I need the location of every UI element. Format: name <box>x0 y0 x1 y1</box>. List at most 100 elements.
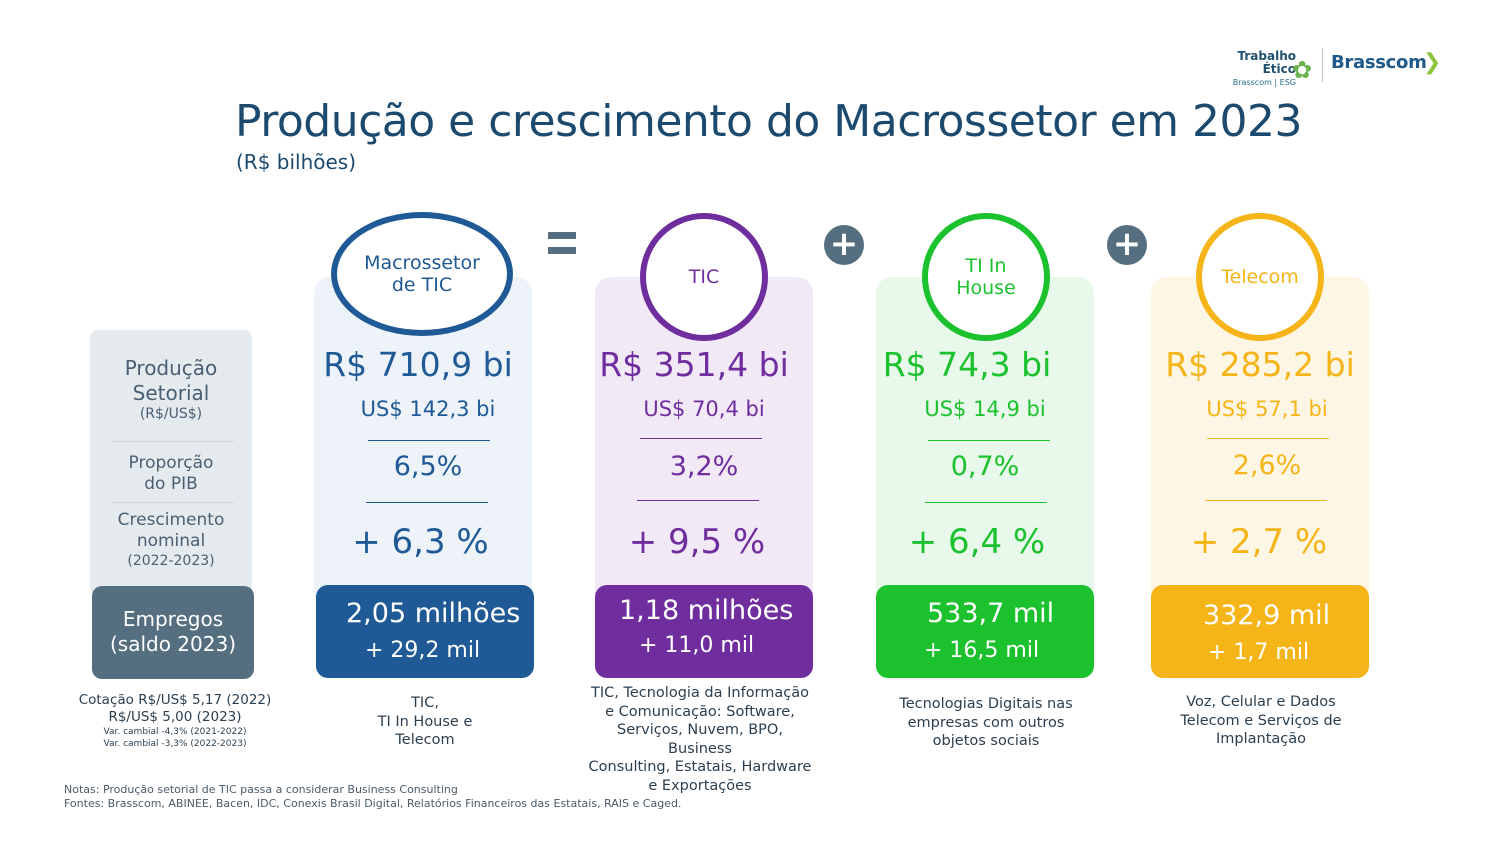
description-line: TIC, Tecnologia da Informação <box>590 685 810 701</box>
equals-icon <box>548 230 576 256</box>
label-crescimento: Crescimento nominal (2022-2023) <box>90 510 252 571</box>
divider <box>1207 438 1329 439</box>
pib-share-value: 6,5% <box>393 451 463 482</box>
page-subtitle: (R$ bilhões) <box>236 150 357 174</box>
brl-value: R$ 351,4 bi <box>599 345 789 384</box>
pib-share-value: 2,6% <box>1232 450 1302 481</box>
label-crescimento-line1: Crescimento <box>117 510 225 530</box>
logo-text-line2: Ético <box>1262 62 1296 76</box>
label-empregos-line2: (saldo 2023) <box>109 632 237 656</box>
pib-share-value: 3,2% <box>669 451 739 482</box>
circle-ti-in-house: TI In House <box>922 213 1050 341</box>
equals-bar-top <box>548 232 576 239</box>
description-line: empresas com outros <box>907 714 1065 731</box>
description-line: Voz, Celular e Dados <box>1186 694 1336 710</box>
description-line: e Exportações <box>648 777 752 794</box>
growth-value: + 9,5 % <box>628 522 766 562</box>
label-divider <box>112 441 234 442</box>
growth-value: + 6,4 % <box>908 522 1046 562</box>
employment-box: 533,7 mil + 16,5 mil <box>876 585 1094 678</box>
circle-tic: TIC <box>640 213 768 341</box>
employment-box: 332,9 mil + 1,7 mil <box>1151 585 1369 678</box>
label-proporcao-line1: Proporção <box>128 453 214 473</box>
usd-value: US$ 142,3 bi <box>360 397 496 421</box>
column-name-line1: Telecom <box>1221 266 1299 288</box>
divider <box>637 500 759 501</box>
trabalho-etico-logo: Trabalho Ético Brasscom | ESG <box>1224 50 1296 89</box>
label-producao-line1: Produção <box>124 356 218 380</box>
divider <box>366 502 488 503</box>
usd-value: US$ 57,1 bi <box>1206 397 1328 421</box>
employment-box: 2,05 milhões + 29,2 mil <box>316 585 534 678</box>
growth-value: + 6,3 % <box>352 522 489 562</box>
notes-line: Notas: Produção setorial de TIC passa a … <box>64 783 458 796</box>
brl-value: R$ 74,3 bi <box>882 345 1052 384</box>
label-producao-line2: Setorial <box>132 381 210 405</box>
logo-text-line3: Brasscom | ESG <box>1232 78 1296 87</box>
row-labels-panel <box>90 330 252 595</box>
label-producao-setorial: Produção Setorial (R$/US$) <box>90 356 252 422</box>
label-proporcao-pib: Proporção do PIB <box>90 453 252 495</box>
plus-icon: + <box>824 225 864 265</box>
label-crescimento-line2: nominal <box>136 531 206 551</box>
footnotes: Notas: Produção setorial de TIC passa a … <box>64 783 681 811</box>
label-proporcao-line2: do PIB <box>144 474 198 494</box>
description-line: Consulting, Estatais, Hardware <box>588 759 812 775</box>
usd-value: US$ 70,4 bi <box>643 397 765 421</box>
exchange-rate-note: Cotação R$/US$ 5,17 (2022) R$/US$ 5,00 (… <box>70 692 280 750</box>
column-description: TIC, Tecnologia da Informação e Comunica… <box>585 684 815 795</box>
column-name-line1: TI In <box>965 255 1007 277</box>
label-empregos: Empregos (saldo 2023) <box>92 586 254 679</box>
column-description: TIC, TI In House e Telecom <box>310 694 540 750</box>
description-line: Telecom e Serviços de <box>1180 712 1342 729</box>
page-title: Produção e crescimento do Macrossetor em… <box>235 96 1303 147</box>
divider <box>928 440 1050 441</box>
logo-divider <box>1322 48 1323 82</box>
description-line: Telecom <box>395 732 455 748</box>
divider <box>368 440 490 441</box>
employment-delta: + 16,5 mil <box>924 638 1040 663</box>
brl-value: R$ 285,2 bi <box>1165 345 1355 384</box>
chevron-right-icon: ❯ <box>1423 50 1442 75</box>
divider <box>1205 500 1327 501</box>
employment-delta: + 29,2 mil <box>365 638 481 663</box>
employment-total: 2,05 milhões <box>346 598 521 629</box>
employment-total: 533,7 mil <box>927 598 1055 629</box>
label-divider <box>112 502 234 503</box>
cotacao-line3: Var. cambial -4,3% (2021-2022) <box>103 727 247 737</box>
employment-delta: + 11,0 mil <box>639 633 755 658</box>
description-line: TIC, <box>411 695 439 711</box>
description-line: e Comunicação: Software, <box>605 703 795 720</box>
plus-icon: + <box>1107 225 1147 265</box>
cotacao-line2: R$/US$ 5,00 (2023) <box>108 709 242 725</box>
description-line: Implantação <box>1215 731 1306 747</box>
employment-total: 332,9 mil <box>1203 600 1331 631</box>
growth-value: + 2,7 % <box>1190 522 1328 562</box>
column-name-line1: TIC <box>688 266 720 288</box>
label-producao-line3: (R$/US$) <box>139 406 203 422</box>
circle-macrossetor: Macrossetor de TIC <box>331 212 513 336</box>
description-line: Serviços, Nuvem, BPO, Business <box>617 722 783 757</box>
logo-text-line1: Trabalho <box>1237 49 1296 63</box>
sources-line: Fontes: Brasscom, ABINEE, Bacen, IDC, Co… <box>64 797 682 810</box>
column-name-line2: de TIC <box>391 274 453 296</box>
circle-telecom: Telecom <box>1196 213 1324 341</box>
description-line: Tecnologias Digitais nas <box>899 696 1073 712</box>
employment-delta: + 1,7 mil <box>1208 640 1310 665</box>
divider <box>640 438 762 439</box>
cotacao-line4: Var. cambial -3,3% (2022-2023) <box>103 739 247 749</box>
leaf-icon: ✿ <box>1292 56 1313 84</box>
employment-box: 1,18 milhões + 11,0 mil <box>595 585 813 678</box>
label-empregos-line1: Empregos <box>122 607 224 631</box>
label-crescimento-line3: (2022-2023) <box>127 553 215 569</box>
usd-value: US$ 14,9 bi <box>924 397 1046 421</box>
equals-bar-bottom <box>548 247 576 254</box>
description-line: TI In House e <box>377 713 473 730</box>
column-description: Tecnologias Digitais nas empresas com ou… <box>871 695 1101 751</box>
brl-value: R$ 710,9 bi <box>323 345 513 384</box>
cotacao-line1: Cotação R$/US$ 5,17 (2022) <box>78 692 272 708</box>
column-name-line2: House <box>956 277 1016 299</box>
brasscom-logo: Brasscom <box>1331 52 1427 73</box>
column-description: Voz, Celular e Dados Telecom e Serviços … <box>1146 693 1376 749</box>
divider <box>925 502 1047 503</box>
